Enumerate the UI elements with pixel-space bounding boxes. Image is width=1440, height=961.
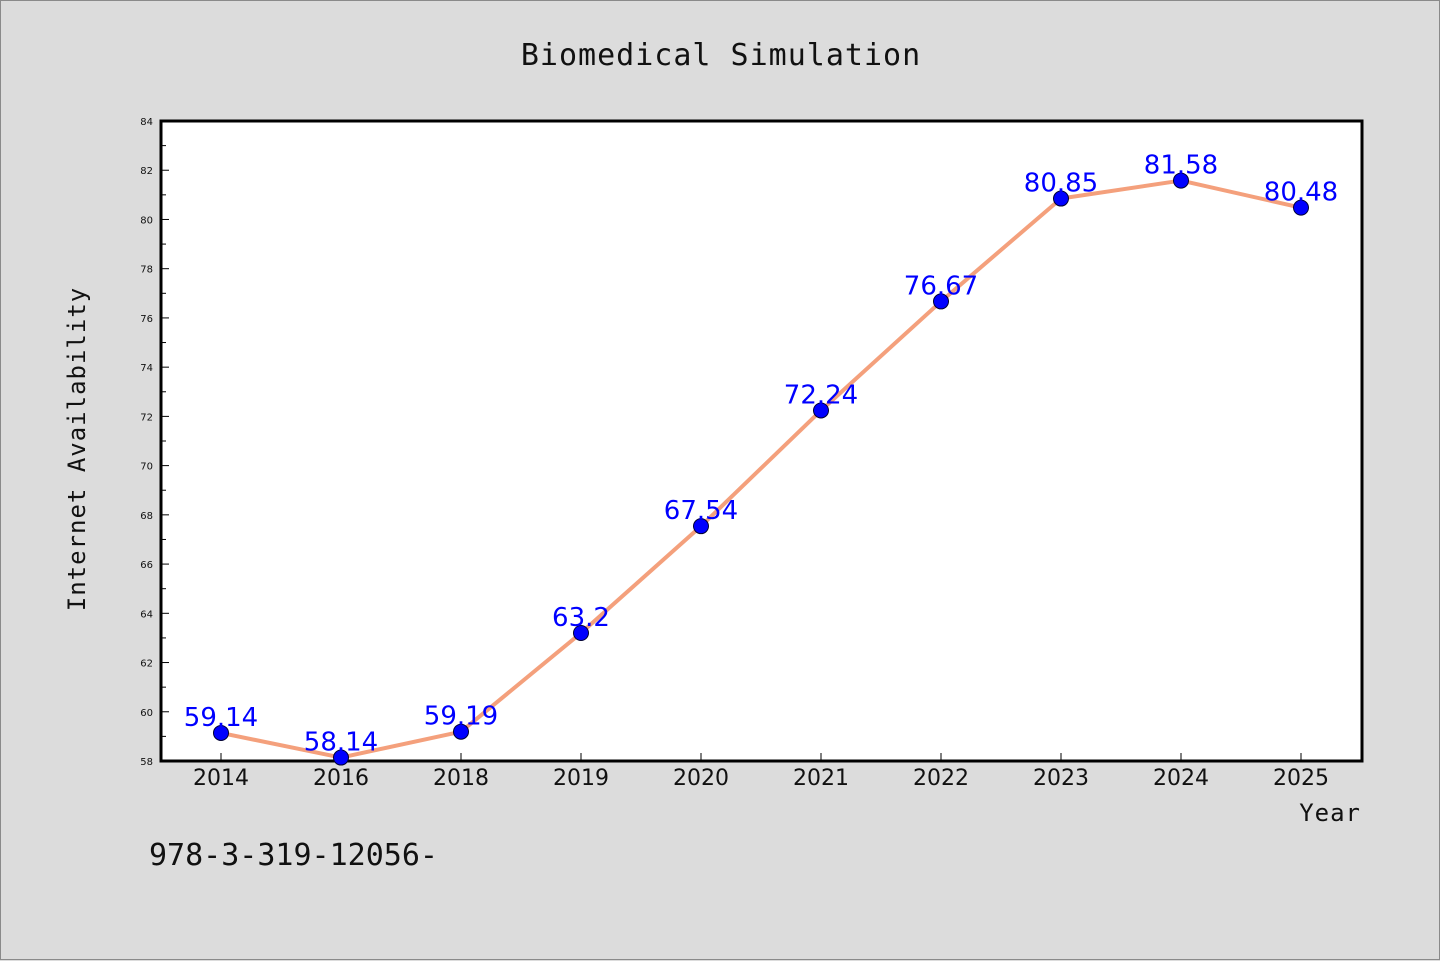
data-label: 59.19 xyxy=(424,702,498,732)
y-tick-label: 78 xyxy=(140,265,153,276)
data-point xyxy=(933,293,949,310)
plot-area xyxy=(159,119,1364,763)
data-point xyxy=(1173,172,1189,189)
data-label: 63.2 xyxy=(552,603,610,633)
x-tick-label: 2022 xyxy=(913,766,969,791)
data-point xyxy=(213,724,229,741)
data-label: 76.67 xyxy=(904,271,978,301)
x-tick-label: 2023 xyxy=(1033,766,1089,791)
data-label: 80.85 xyxy=(1024,169,1098,199)
y-tick-label: 64 xyxy=(140,609,153,620)
data-point xyxy=(813,402,829,419)
y-tick-label: 70 xyxy=(140,462,153,473)
y-axis: 58 60 62 64 66 68 70 72 74 76 78 80 82 84 xyxy=(140,117,169,768)
data-label: 59.14 xyxy=(184,703,258,733)
x-tick-label: 2024 xyxy=(1153,766,1209,791)
data-label: 72.24 xyxy=(784,380,858,410)
x-tick-label: 2021 xyxy=(793,766,849,791)
y-tick-label: 84 xyxy=(140,117,153,128)
y-tick-label: 74 xyxy=(140,363,153,374)
chart-title: Biomedical Simulation xyxy=(521,38,921,73)
x-tick-label: 2018 xyxy=(433,766,489,791)
data-label: 58.14 xyxy=(304,728,378,758)
data-point xyxy=(453,723,469,740)
y-tick-label: 62 xyxy=(140,659,153,670)
y-axis-label: Internet Availability xyxy=(63,287,91,611)
data-label: 81.58 xyxy=(1144,151,1218,181)
data-point xyxy=(1293,199,1309,216)
y-tick-label: 72 xyxy=(140,412,153,423)
y-tick-label: 68 xyxy=(140,511,153,522)
data-point xyxy=(573,625,589,641)
x-axis-label: Year xyxy=(1299,799,1361,827)
series-line xyxy=(219,178,1303,760)
x-tick-label: 2014 xyxy=(193,766,249,791)
data-label: 67.54 xyxy=(664,496,738,526)
data-labels: 59.14 58.14 59.19 63.2 67.54 72.24 76.67 80.85 8… xyxy=(184,151,1338,758)
data-point xyxy=(1053,190,1069,207)
x-tick-label: 2020 xyxy=(673,766,729,791)
data-point xyxy=(693,518,709,535)
y-tick-label: 82 xyxy=(140,166,153,177)
y-tick-label: 80 xyxy=(140,215,153,226)
x-tick-label: 2016 xyxy=(313,766,369,791)
y-tick-label: 60 xyxy=(140,708,153,719)
x-tick-label: 2025 xyxy=(1273,766,1329,791)
y-tick-label: 66 xyxy=(140,560,153,571)
data-point xyxy=(333,749,349,766)
footnote-text: 978-3-319-12056- xyxy=(149,838,438,873)
x-axis: 2014 2016 2018 2019 2020 2021 2022 2023 2024 2025 xyxy=(193,753,1329,791)
y-tick-label: 58 xyxy=(140,757,153,768)
x-tick-label: 2019 xyxy=(553,766,609,791)
series-layer xyxy=(213,172,1309,766)
data-label: 80.48 xyxy=(1264,178,1338,208)
y-tick-label: 76 xyxy=(140,314,153,325)
